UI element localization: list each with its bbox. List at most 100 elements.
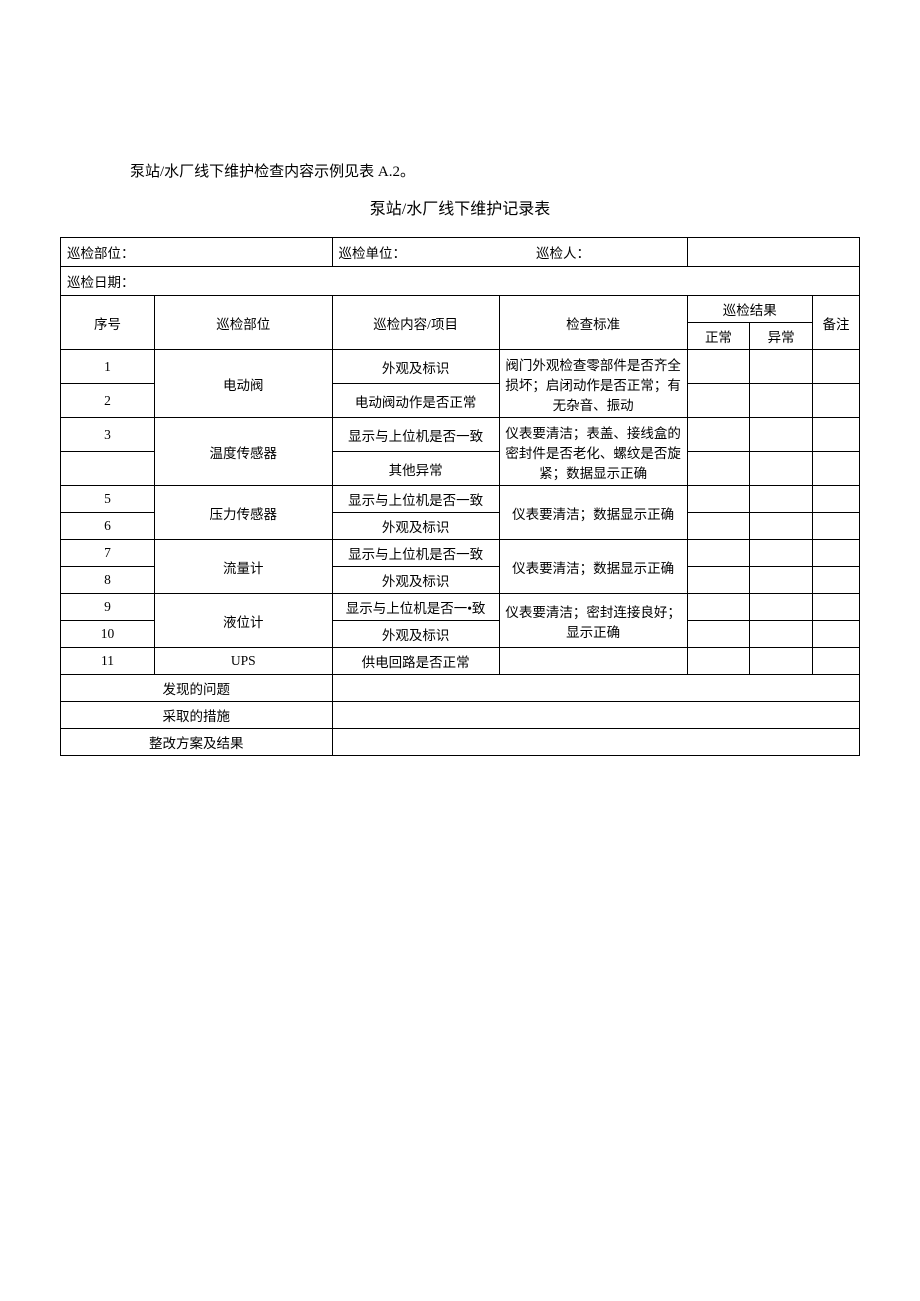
solution-label: 整改方案及结果 <box>61 729 333 756</box>
date-label: 巡检日期： <box>67 275 135 290</box>
table-row: 7 流量计 显示与上位机是否一致 仪表要清洁；数据显示正确 <box>61 540 860 567</box>
cell-part: 压力传感器 <box>154 486 332 540</box>
col-part-header: 巡检部位 <box>154 296 332 350</box>
blank-header-cell <box>687 238 859 267</box>
cell-content: 供电回路是否正常 <box>332 648 499 675</box>
cell-standard: 仪表要清洁；表盖、接线盒的密封件是否老化、螺纹是否旋紧；数据显示正确 <box>499 418 687 486</box>
cell-abnormal <box>750 384 813 418</box>
person-label: 巡检人： <box>536 246 590 261</box>
cell-part: 温度传感器 <box>154 418 332 486</box>
cell-remark <box>812 486 859 513</box>
cell-standard: 仪表要清洁；密封连接良好；显示正确 <box>499 594 687 648</box>
cell-part: UPS <box>154 648 332 675</box>
cell-normal <box>687 486 750 513</box>
dept-label: 巡检部位： <box>67 242 137 262</box>
unit-cell: 巡检单位： 巡检人： <box>332 238 687 267</box>
measures-label: 采取的措施 <box>61 702 333 729</box>
cell-normal <box>687 418 750 452</box>
col-no-header: 序号 <box>61 296 155 350</box>
footer-row-problems: 发现的问题 <box>61 675 860 702</box>
dept-cell: 巡检部位： <box>61 238 333 267</box>
column-header-row-1: 序号 巡检部位 巡检内容/项目 检查标准 巡检结果 备注 <box>61 296 860 323</box>
cell-remark <box>812 418 859 452</box>
cell-remark <box>812 567 859 594</box>
cell-remark <box>812 594 859 621</box>
table-row: 5 压力传感器 显示与上位机是否一致 仪表要清洁；数据显示正确 <box>61 486 860 513</box>
cell-abnormal <box>750 621 813 648</box>
maintenance-table: 巡检部位： 巡检单位： 巡检人： 巡检日期： 序号 巡检部位 巡检内容/项目 检查… <box>60 237 860 756</box>
cell-no: 8 <box>61 567 155 594</box>
problems-value <box>332 675 859 702</box>
intro-text: 泵站/水厂线下维护检查内容示例见表 A.2。 <box>60 160 860 181</box>
cell-normal <box>687 452 750 486</box>
cell-abnormal <box>750 594 813 621</box>
cell-no: 3 <box>61 418 155 452</box>
table-row: 11 UPS 供电回路是否正常 <box>61 648 860 675</box>
cell-content: 外观及标识 <box>332 350 499 384</box>
cell-content: 电动阀动作是否正常 <box>332 384 499 418</box>
cell-content: 显示与上位机是否一致 <box>332 486 499 513</box>
solution-value <box>332 729 859 756</box>
cell-remark <box>812 384 859 418</box>
cell-no: 11 <box>61 648 155 675</box>
cell-normal <box>687 350 750 384</box>
cell-content: 显示与上位机是否一•致 <box>332 594 499 621</box>
unit-label: 巡检单位： <box>339 246 407 261</box>
problems-label: 发现的问题 <box>61 675 333 702</box>
cell-part: 流量计 <box>154 540 332 594</box>
cell-no: 6 <box>61 513 155 540</box>
cell-no: 10 <box>61 621 155 648</box>
cell-abnormal <box>750 418 813 452</box>
measures-value <box>332 702 859 729</box>
cell-remark <box>812 621 859 648</box>
footer-row-measures: 采取的措施 <box>61 702 860 729</box>
col-normal-header: 正常 <box>687 323 750 350</box>
table-row: 3 温度传感器 显示与上位机是否一致 仪表要清洁；表盖、接线盒的密封件是否老化、… <box>61 418 860 452</box>
cell-standard <box>499 648 687 675</box>
date-cell: 巡检日期： <box>61 267 860 296</box>
col-standard-header: 检查标准 <box>499 296 687 350</box>
cell-normal <box>687 540 750 567</box>
footer-row-solution: 整改方案及结果 <box>61 729 860 756</box>
cell-normal <box>687 648 750 675</box>
cell-content: 其他异常 <box>332 452 499 486</box>
cell-content: 外观及标识 <box>332 567 499 594</box>
cell-content: 显示与上位机是否一致 <box>332 540 499 567</box>
cell-abnormal <box>750 350 813 384</box>
table-title: 泵站/水厂线下维护记录表 <box>60 195 860 219</box>
cell-no <box>61 452 155 486</box>
cell-remark <box>812 350 859 384</box>
cell-abnormal <box>750 452 813 486</box>
cell-no: 9 <box>61 594 155 621</box>
cell-no: 7 <box>61 540 155 567</box>
cell-normal <box>687 567 750 594</box>
table-row: 1 电动阀 外观及标识 阀门外观检查零部件是否齐全损坏；启闭动作是否正常；有无杂… <box>61 350 860 384</box>
cell-normal <box>687 621 750 648</box>
cell-remark <box>812 513 859 540</box>
cell-no: 2 <box>61 384 155 418</box>
col-content-header: 巡检内容/项目 <box>332 296 499 350</box>
cell-standard: 仪表要清洁；数据显示正确 <box>499 540 687 594</box>
cell-remark <box>812 540 859 567</box>
cell-abnormal <box>750 540 813 567</box>
col-result-header: 巡检结果 <box>687 296 812 323</box>
cell-normal <box>687 594 750 621</box>
cell-part: 电动阀 <box>154 350 332 418</box>
header-row-2: 巡检日期： <box>61 267 860 296</box>
cell-normal <box>687 384 750 418</box>
cell-remark <box>812 452 859 486</box>
cell-abnormal <box>750 648 813 675</box>
cell-content: 显示与上位机是否一致 <box>332 418 499 452</box>
cell-standard: 仪表要清洁；数据显示正确 <box>499 486 687 540</box>
cell-content: 外观及标识 <box>332 621 499 648</box>
cell-abnormal <box>750 567 813 594</box>
col-abnormal-header: 异常 <box>750 323 813 350</box>
cell-abnormal <box>750 513 813 540</box>
cell-content: 外观及标识 <box>332 513 499 540</box>
cell-remark <box>812 648 859 675</box>
cell-normal <box>687 513 750 540</box>
cell-standard: 阀门外观检查零部件是否齐全损坏；启闭动作是否正常；有无杂音、振动 <box>499 350 687 418</box>
cell-no: 5 <box>61 486 155 513</box>
table-row: 9 液位计 显示与上位机是否一•致 仪表要清洁；密封连接良好；显示正确 <box>61 594 860 621</box>
col-remark-header: 备注 <box>812 296 859 350</box>
